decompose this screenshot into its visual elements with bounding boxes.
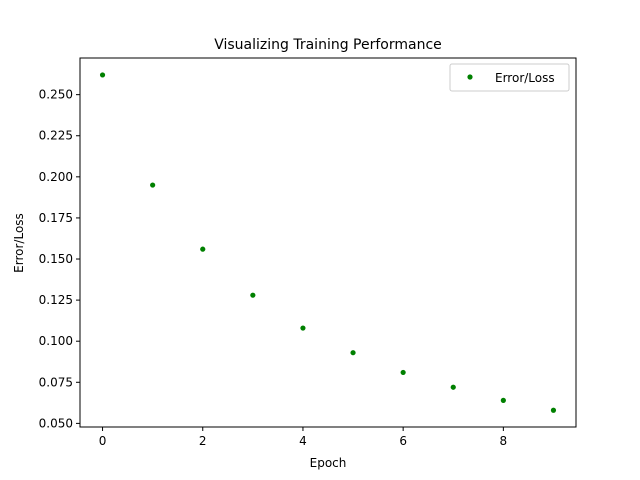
data-points	[99, 72, 557, 413]
data-point	[250, 292, 256, 298]
legend-label: Error/Loss	[495, 71, 555, 85]
x-tick-label: 6	[399, 434, 407, 448]
y-tick-label: 0.200	[39, 170, 73, 184]
data-point	[400, 369, 406, 376]
x-axis-label: Epoch	[310, 456, 347, 470]
legend: Error/Loss	[449, 63, 570, 92]
x-tick-label: 4	[299, 434, 307, 448]
y-tick-label: 0.075	[39, 375, 73, 389]
plot-area	[80, 58, 576, 427]
legend-box	[449, 63, 570, 92]
y-axis: 0.050 0.075 0.100 0.125 0.150 0.175 0.200 0.225…	[39, 88, 80, 430]
x-tick-label: 0	[99, 434, 107, 448]
x-axis: 0 2 4 6 8	[99, 427, 507, 448]
data-point	[550, 407, 557, 413]
x-tick-label: 8	[500, 434, 508, 448]
y-tick-label: 0.225	[39, 129, 73, 143]
legend-marker	[467, 74, 473, 80]
data-point	[99, 72, 106, 78]
y-tick-label: 0.175	[39, 211, 73, 225]
data-point	[450, 384, 456, 390]
data-point	[300, 325, 306, 331]
chart-title: Visualizing Training Performance	[214, 37, 442, 53]
y-tick-label: 0.125	[39, 293, 73, 307]
y-tick-label: 0.050	[39, 416, 73, 430]
data-point	[500, 397, 506, 403]
y-tick-label: 0.100	[39, 334, 73, 348]
y-axis-label: Error/Loss	[12, 213, 26, 273]
plot-frame	[79, 57, 577, 428]
data-point	[150, 182, 156, 188]
y-tick-label: 0.150	[39, 252, 73, 266]
y-tick-label: 0.250	[39, 88, 73, 102]
x-tick-label: 2	[199, 434, 207, 448]
data-point	[200, 246, 206, 252]
data-point	[350, 350, 356, 356]
